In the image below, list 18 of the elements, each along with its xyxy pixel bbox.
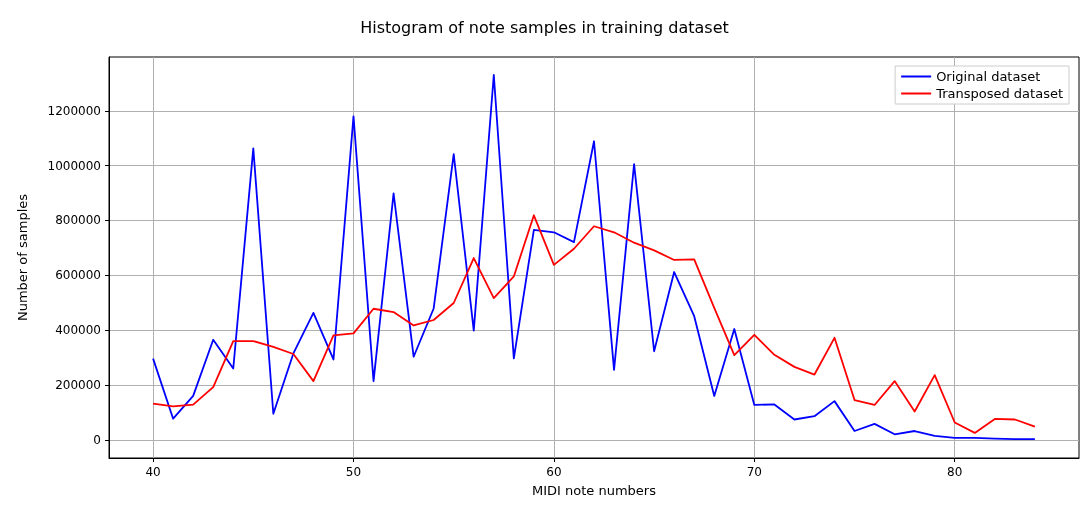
chart-title: Histogram of note samples in training dataset [360, 17, 729, 37]
y-tick-label: 0 [93, 432, 101, 447]
x-tick-label: 50 [345, 465, 362, 479]
y-tick-label: 200000 [55, 377, 101, 392]
y-tick-label: 1000000 [47, 158, 101, 173]
y-tick-label: 400000 [55, 323, 101, 338]
x-tick-label: 80 [947, 465, 963, 479]
y-tick-label: 600000 [55, 268, 101, 283]
legend-label: Original dataset [936, 69, 1041, 84]
y-tick-label: 1200000 [47, 103, 101, 118]
x-tick-label: 60 [546, 465, 562, 479]
x-tick-label: 40 [145, 465, 161, 479]
x-tick-label: 70 [746, 465, 762, 479]
y-tick-label: 800000 [55, 213, 101, 228]
y-axis-title: Number of samples [15, 193, 30, 322]
legend-label: Transposed dataset [935, 86, 1064, 101]
x-axis-title: MIDI note numbers [532, 483, 657, 498]
line-series [152, 214, 1036, 434]
